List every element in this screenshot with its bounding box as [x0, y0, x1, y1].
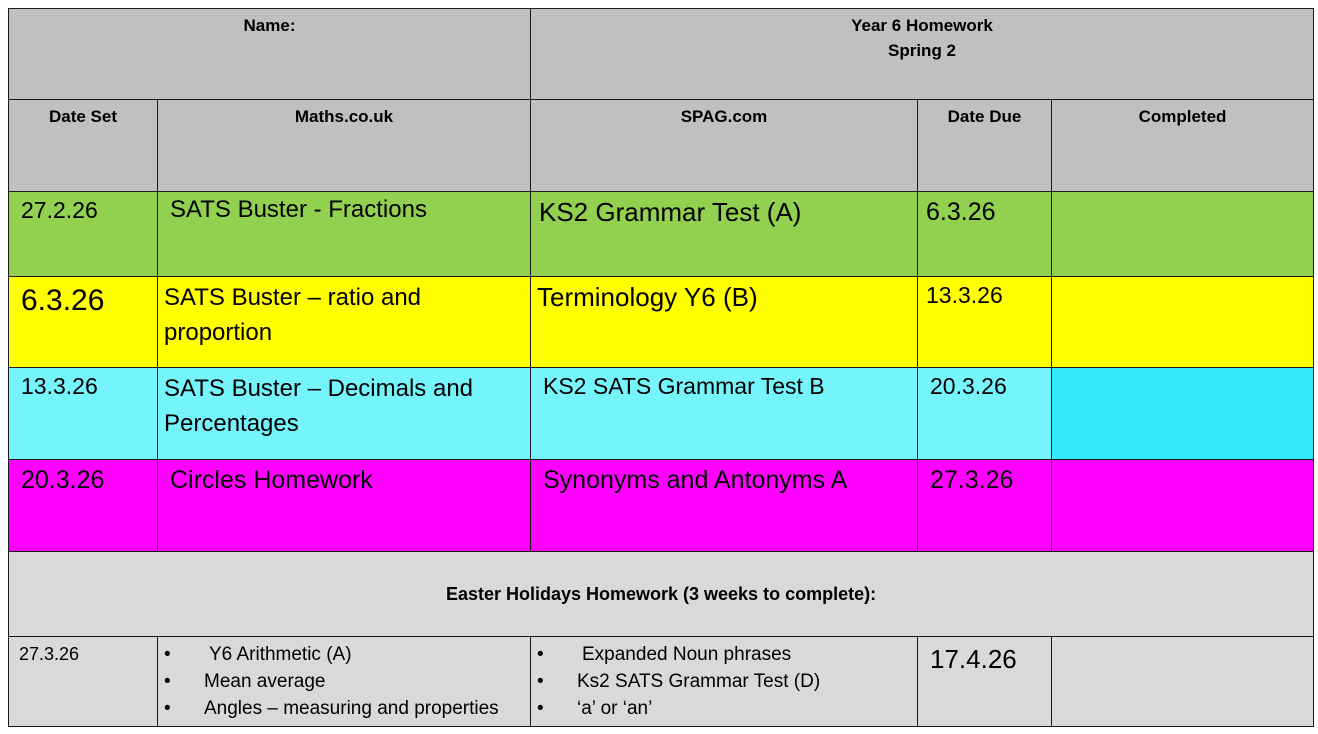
spag-task-cell: KS2 Grammar Test (A) [530, 191, 918, 277]
easter-heading: Easter Holidays Homework (3 weeks to com… [7, 551, 1315, 637]
column-header-date-set: Date Set [8, 99, 158, 192]
date-set-cell: 6.3.26 [8, 276, 158, 368]
date-due-cell: 20.3.26 [917, 367, 1052, 460]
table-row: 13.3.26 SATS Buster – Decimals and Perce… [8, 367, 1315, 460]
name-cell[interactable]: Name: [8, 8, 531, 100]
page-title: Year 6 Homework Spring 2 [532, 10, 1313, 64]
easter-heading-row: Easter Holidays Homework (3 weeks to com… [7, 551, 1315, 637]
easter-spag-cell: • Expanded Noun phrases • Ks2 SATS Grammar… [530, 636, 918, 727]
date-set-cell: 27.2.26 [8, 191, 158, 277]
title-cell: Year 6 Homework Spring 2 [529, 8, 1315, 100]
spag-task-cell: KS2 SATS Grammar Test B [530, 367, 918, 460]
date-set-cell: 20.3.26 [8, 459, 158, 552]
easter-spag-list: • Expanded Noun phrases • Ks2 SATS Grammar… [532, 638, 917, 723]
list-item: • Ks2 SATS Grammar Test (D) [537, 671, 821, 692]
column-header-row: Date Set Maths.co.uk SPAG.com Date Due C… [8, 99, 1315, 192]
column-header-completed: Completed [1050, 99, 1315, 192]
completed-cell[interactable] [1050, 367, 1315, 460]
column-header-spag: SPAG.com [530, 99, 918, 192]
date-set-cell: 13.3.26 [8, 367, 158, 460]
table-row: 27.2.26 SATS Buster - Fractions KS2 Gram… [8, 191, 1315, 277]
title-line1: Year 6 Homework [851, 16, 993, 35]
date-due-cell: 6.3.26 [917, 191, 1052, 277]
completed-cell[interactable] [1050, 459, 1315, 552]
date-due-cell: 13.3.26 [917, 276, 1052, 368]
date-due-cell: 27.3.26 [917, 459, 1052, 552]
list-item: • Expanded Noun phrases [537, 644, 792, 665]
name-label: Name: [243, 16, 296, 35]
easter-completed-cell[interactable] [1050, 636, 1315, 727]
easter-date-set-cell: 27.3.26 [8, 636, 158, 727]
completed-cell[interactable] [1050, 276, 1315, 368]
title-row: Name: Year 6 Homework Spring 2 [8, 8, 1315, 100]
column-header-date-due: Date Due [917, 99, 1052, 192]
list-item: • ‘a’ or ‘an’ [537, 698, 653, 719]
spag-task-cell: Terminology Y6 (B) [530, 276, 918, 368]
list-item: • Y6 Arithmetic (A) [164, 644, 352, 665]
list-item: • Angles – measuring and properties [164, 698, 499, 719]
completed-cell[interactable] [1050, 191, 1315, 277]
homework-sheet: Name: Year 6 Homework Spring 2 Date Set … [7, 8, 1315, 728]
easter-maths-list: • Y6 Arithmetic (A) • Mean average • Angles… [159, 638, 530, 723]
column-header-maths: Maths.co.uk [157, 99, 531, 192]
maths-task-cell: Circles Homework [157, 459, 531, 552]
easter-row: 27.3.26 • Y6 Arithmetic (A) • Mean average… [8, 636, 1315, 727]
maths-task-cell: SATS Buster – ratio and proportion [157, 276, 531, 368]
table-row: 6.3.26 SATS Buster – ratio and proportio… [8, 276, 1315, 368]
list-item: • Mean average [164, 671, 326, 692]
title-line2: Spring 2 [888, 41, 957, 60]
spag-task-cell: Synonyms and Antonyms A [530, 459, 918, 552]
easter-date-due-cell: 17.4.26 [917, 636, 1052, 727]
maths-task-cell: SATS Buster – Decimals and Percentages [157, 367, 531, 460]
homework-table: Name: Year 6 Homework Spring 2 Date Set … [7, 8, 1315, 727]
table-row: 20.3.26 Circles Homework Synonyms and An… [8, 459, 1315, 552]
maths-task-cell: SATS Buster - Fractions [157, 191, 531, 277]
easter-maths-cell: • Y6 Arithmetic (A) • Mean average • Angles… [157, 636, 531, 727]
